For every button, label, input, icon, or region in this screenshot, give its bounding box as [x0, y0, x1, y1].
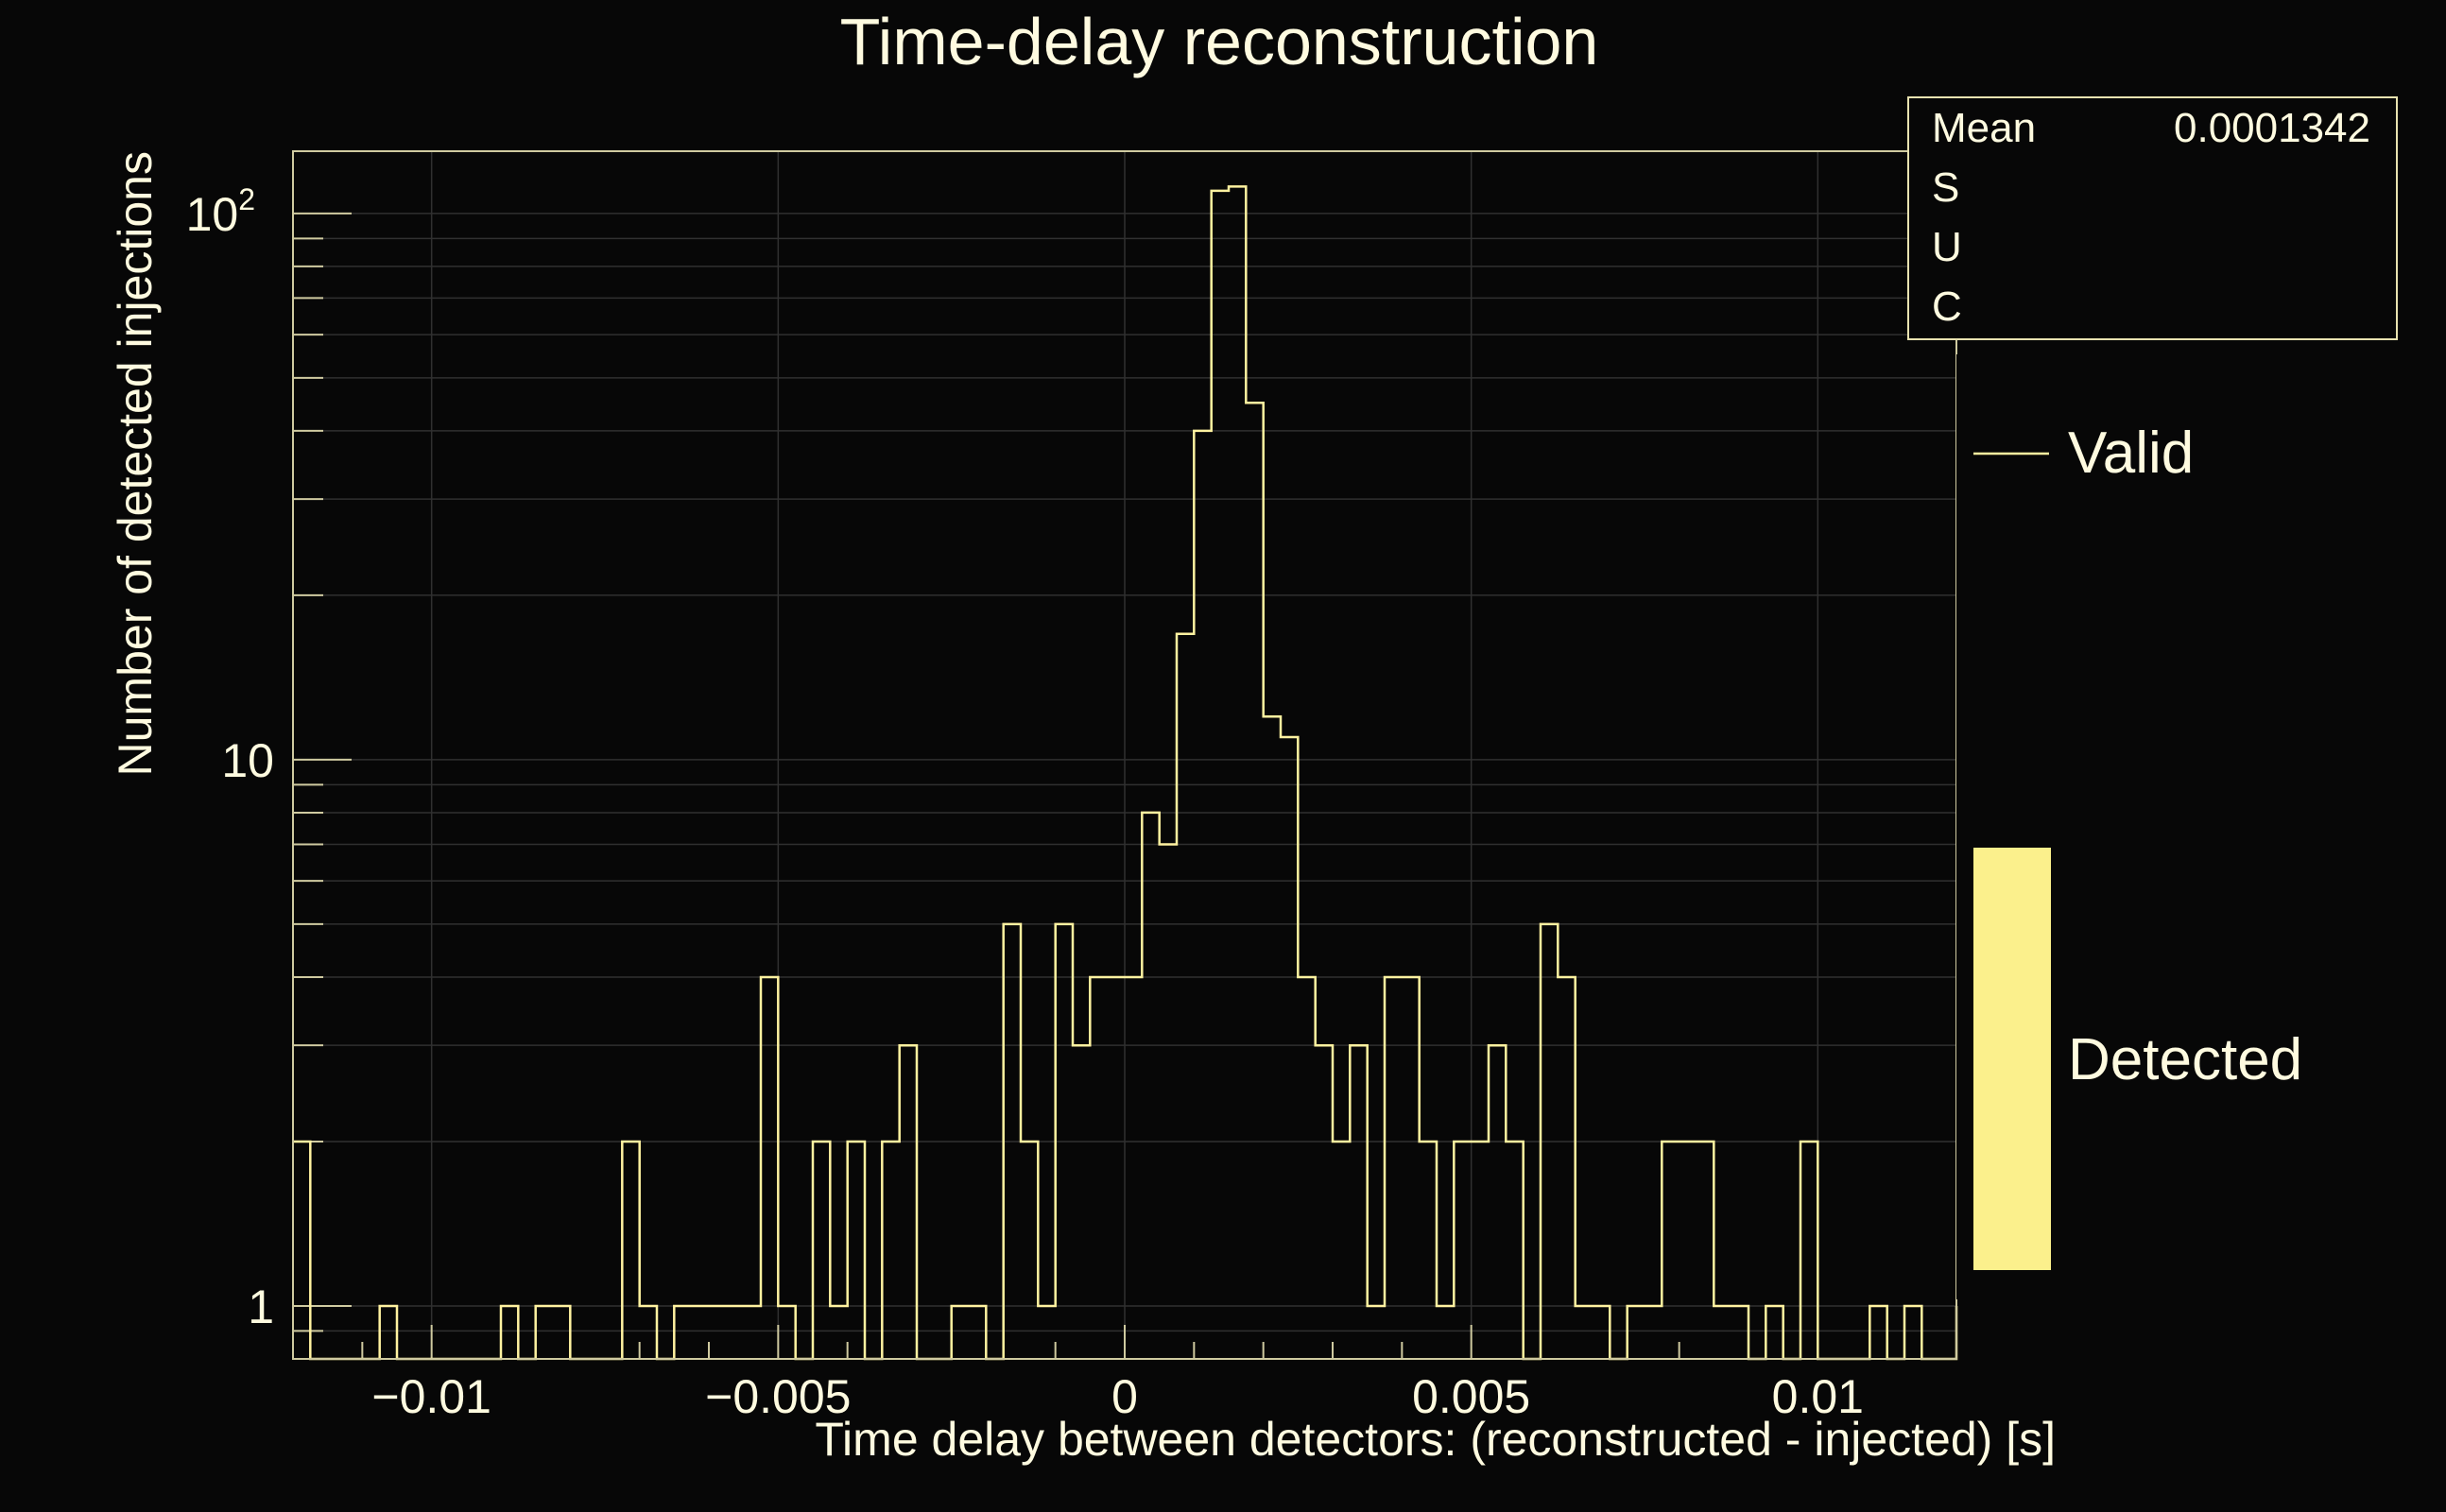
y-tick-label: 1 [248, 1280, 274, 1333]
y-tick-labels: 1 10 102 [186, 182, 274, 1333]
legend-detected-swatch [1973, 848, 2051, 1270]
legend-detected-label: Detected [2068, 1027, 2302, 1092]
legend: Valid Detected [1956, 354, 2429, 1299]
y-tick-label: 102 [186, 182, 255, 241]
stats-label: S [1932, 164, 1959, 211]
y-tick-label: 10 [221, 734, 274, 787]
x-tick-label: −0.01 [371, 1370, 491, 1423]
stats-label: Mean [1932, 105, 2036, 151]
stats-box-frame [1907, 96, 2398, 340]
stats-label: U [1932, 224, 1962, 270]
stats-label: C [1932, 284, 1962, 330]
stats-value: 0.0001342 [2174, 105, 2370, 151]
x-axis-label: Time delay between detectors: (reconstru… [815, 1413, 2056, 1466]
x-tick-label: 0.005 [1412, 1370, 1530, 1423]
x-tick-labels: −0.01 −0.005 0 0.005 0.01 [371, 1370, 1864, 1423]
x-tick-label: 0.01 [1772, 1370, 1864, 1423]
y-axis-label: Number of detected injections [109, 151, 162, 776]
x-tick-label: 0 [1111, 1370, 1138, 1423]
stats-box: Mean 0.0001342 SUC [1907, 96, 2398, 340]
chart-title: Time-delay reconstruction [840, 5, 1599, 78]
histogram-series [293, 185, 1958, 1361]
stats-rows: Mean 0.0001342 SUC [1932, 105, 2370, 330]
histogram-step-line [293, 185, 1958, 1361]
x-tick-label: −0.005 [705, 1370, 851, 1423]
legend-valid-label: Valid [2068, 421, 2194, 486]
grid-lines [293, 151, 1956, 1359]
